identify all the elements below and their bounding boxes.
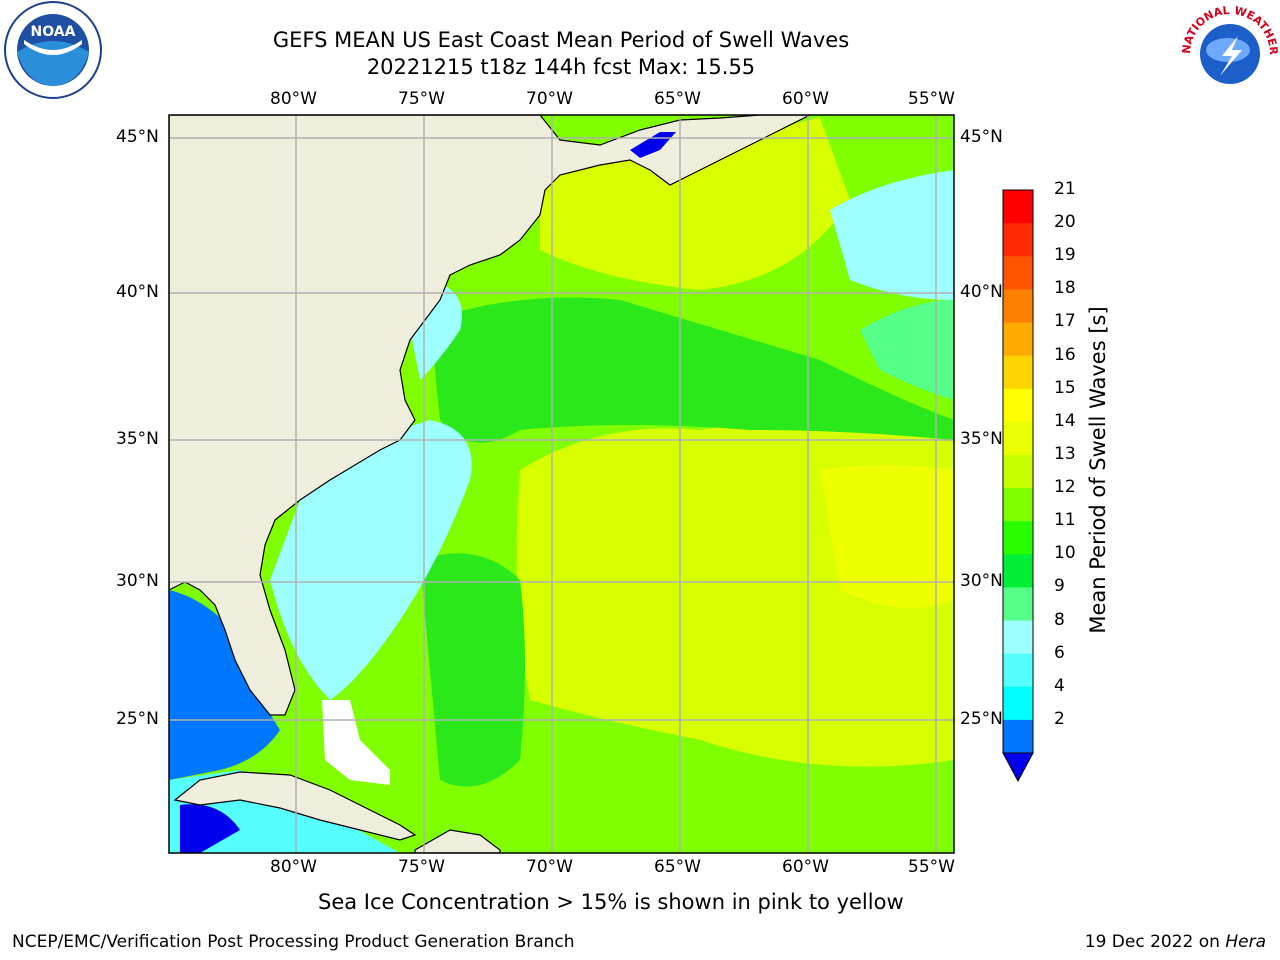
colorbar-segment <box>1003 554 1033 588</box>
lon-tick-bottom: 80°W <box>270 857 317 877</box>
colorbar-segment <box>1003 454 1033 489</box>
colorbar-segment <box>1003 620 1033 655</box>
lat-tick-left: 25°N <box>116 709 159 729</box>
field-lightgreen-ne <box>860 300 954 400</box>
lat-tick-left: 30°N <box>116 571 159 591</box>
lat-tick-right: 45°N <box>960 127 1003 147</box>
colorbar-segment <box>1003 488 1033 522</box>
colorbar-tick-label: 19 <box>1054 245 1076 266</box>
map-gridlines <box>169 115 954 853</box>
colorbar-tick-label: 11 <box>1054 510 1076 531</box>
field-green-band <box>430 297 954 443</box>
colorbar-tick-label: 4 <box>1054 675 1065 696</box>
colorbar-tick-label: 20 <box>1054 212 1076 233</box>
land-north-america <box>169 115 811 716</box>
colorbar-segment <box>1003 190 1033 224</box>
lon-tick-top: 70°W <box>526 89 573 109</box>
field-yellow-core <box>820 465 954 608</box>
colorbar-tick-label: 6 <box>1054 642 1065 663</box>
lon-tick-bottom: 70°W <box>526 857 573 877</box>
colorbar-segment <box>1003 256 1033 290</box>
lat-tick-left: 40°N <box>116 282 159 302</box>
colorbar-tick-label: 12 <box>1054 477 1076 498</box>
noaa-logo: NOAA <box>4 1 102 99</box>
colorbar-tick-label: 13 <box>1054 443 1076 464</box>
colorbar-segment <box>1003 388 1033 423</box>
colorbar <box>1002 189 1034 783</box>
colorbar-segment <box>1003 223 1033 257</box>
lat-tick-left: 45°N <box>116 127 159 147</box>
colorbar-tick-label: 17 <box>1054 311 1076 332</box>
land-cuba <box>173 771 417 841</box>
colorbar-tick-label: 9 <box>1054 576 1065 597</box>
colorbar-tick-label: 10 <box>1054 543 1076 564</box>
lon-tick-top: 65°W <box>654 89 701 109</box>
host-name: Hera <box>1225 932 1266 952</box>
colorbar-segment <box>1003 686 1033 721</box>
field-blue-caribbean <box>180 804 240 853</box>
land-hispaniola <box>414 829 501 853</box>
colorbar-segment <box>1003 322 1033 357</box>
colorbar-tick-label: 8 <box>1054 609 1065 630</box>
lon-tick-bottom: 65°W <box>654 857 701 877</box>
colorbar-tick-label: 2 <box>1054 708 1065 729</box>
generation-date: 19 Dec 2022 on Hera <box>1085 932 1266 952</box>
lon-tick-top: 55°W <box>908 89 955 109</box>
map-frame <box>168 114 955 854</box>
colorbar-extend-arrow <box>1002 752 1034 783</box>
colorbar-segment <box>1003 653 1033 688</box>
colorbar-tick-label: 18 <box>1054 278 1076 299</box>
field-cyan-coast <box>270 420 472 700</box>
lon-tick-bottom: 55°W <box>908 857 955 877</box>
lon-tick-bottom: 60°W <box>782 857 829 877</box>
lat-tick-right: 35°N <box>960 429 1003 449</box>
colorbar-tick-label: 16 <box>1054 344 1076 365</box>
colorbar-frame <box>1002 189 1034 754</box>
colorbar-title: Mean Period of Swell Waves [s] <box>1086 306 1110 634</box>
colorbar-segment <box>1003 289 1033 323</box>
field-green-south <box>420 553 525 787</box>
producer-credit: NCEP/EMC/Verification Post Processing Pr… <box>12 932 575 952</box>
colorbar-segment <box>1003 521 1033 555</box>
map-field <box>169 115 954 853</box>
lon-tick-bottom: 75°W <box>398 857 445 877</box>
lon-tick-top: 80°W <box>270 89 317 109</box>
colorbar-segment <box>1003 421 1033 456</box>
lat-tick-right: 25°N <box>960 709 1003 729</box>
svg-text:NOAA: NOAA <box>31 24 76 40</box>
colorbar-segment <box>1003 355 1033 390</box>
no-data-bahamas <box>322 700 390 785</box>
colorbar-segment <box>1003 587 1033 622</box>
colorbar-segment <box>1003 719 1033 754</box>
lat-tick-left: 35°N <box>116 429 159 449</box>
lat-tick-right: 30°N <box>960 571 1003 591</box>
lat-tick-right: 40°N <box>960 282 1003 302</box>
colorbar-tick-label: 15 <box>1054 377 1076 398</box>
date-text: 19 Dec 2022 on <box>1084 932 1226 952</box>
sea-ice-note: Sea Ice Concentration > 15% is shown in … <box>318 890 904 914</box>
map-title: GEFS MEAN US East Coast Mean Period of S… <box>272 28 850 52</box>
field-cyan-ne <box>830 170 954 300</box>
colorbar-tick-label: 21 <box>1054 179 1076 199</box>
field-blue-gulf <box>169 590 280 780</box>
lon-tick-top: 60°W <box>782 89 829 109</box>
national-weather-service-logo: NATIONAL WEATHER SERVICE <box>1178 0 1280 96</box>
colorbar-tick-label: 14 <box>1054 410 1076 431</box>
lon-tick-top: 75°W <box>398 89 445 109</box>
map-subtitle: 20221215 t18z 144h fcst Max: 15.55 <box>366 55 756 79</box>
